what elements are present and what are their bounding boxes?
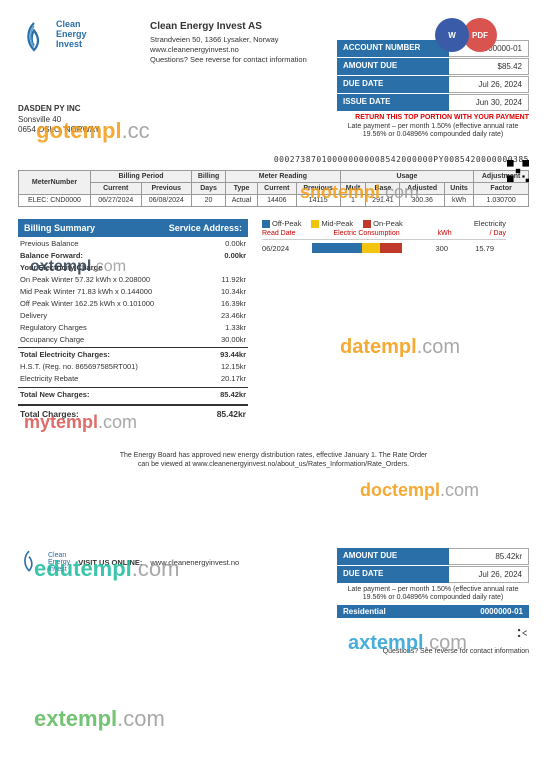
cons-kwh: 300	[408, 244, 448, 253]
logo-text: Clean Energy Invest	[56, 20, 87, 50]
late-text: Late payment – per month 1.50% (effectiv…	[337, 123, 529, 140]
meter-row: ELEC: CND000006/27/202406/08/2024 20Actu…	[19, 195, 529, 207]
bs-line: Previous Balance0.00kr	[18, 237, 248, 249]
bs-service: Service Address:	[169, 223, 242, 233]
mh-bd: Billing	[192, 171, 226, 183]
scissors-icon	[515, 626, 529, 640]
bs-title: Billing Summary	[24, 223, 95, 233]
bs-line: Regulatory Charges1.33kr	[18, 321, 248, 333]
logo-icon	[18, 20, 50, 56]
watermark: doctempl.com	[360, 480, 479, 501]
bar-segment	[362, 243, 380, 253]
cons-date: 06/2024	[262, 244, 306, 253]
logo-block: Clean Energy Invest	[18, 20, 138, 64]
due-date: Jul 26, 2024	[449, 76, 529, 93]
mh-us: Usage	[340, 171, 474, 183]
word-badge: W	[435, 18, 469, 52]
mh-bp: Billing Period	[90, 171, 191, 183]
issue-date-label: ISSUE DATE	[337, 94, 449, 111]
return-text: RETURN THIS TOP PORTION WITH YOUR PAYMEN…	[337, 114, 529, 121]
bs-line: Your Electricity Charge	[18, 261, 248, 273]
bs-line: Off Peak Winter 162.25 kWh x 0.10100016.…	[18, 297, 248, 309]
notice-text: The Energy Board has approved new energy…	[18, 451, 529, 469]
legend-item: Mid-Peak	[311, 219, 353, 228]
issue-date: Jun 30, 2024	[449, 94, 529, 111]
bs-line: Balance Forward:0.00kr	[18, 249, 248, 261]
legend-item: On-Peak	[363, 219, 403, 228]
company-name: Clean Energy Invest AS	[150, 20, 307, 33]
meter-table: MeterNumber Billing Period Billing Meter…	[18, 170, 529, 207]
qr-icon	[507, 160, 529, 182]
bs-line: Occupancy Charge30.00kr	[18, 333, 248, 345]
watermark: extempl.com	[34, 706, 165, 732]
due-date-label: DUE DATE	[337, 76, 449, 93]
bs-line: Mid Peak Winter 71.83 kWh x 0.14400010.3…	[18, 285, 248, 297]
company-website: www.cleanenergyinvest.no	[150, 45, 307, 55]
bar-segment	[380, 243, 402, 253]
legend-item: Off-Peak	[262, 219, 301, 228]
mh-meter: MeterNumber	[19, 171, 91, 195]
cons-day: 15.79	[454, 244, 494, 253]
mh-mr: Meter Reading	[226, 171, 341, 183]
company-address: Strandveien 50, 1366 Lysaker, Norway	[150, 35, 307, 45]
billing-summary: Billing Summary Service Address: Previou…	[18, 219, 248, 421]
footer-logo-icon	[18, 549, 40, 575]
amount-due: $85.42	[449, 58, 529, 75]
consumption-chart: Off-PeakMid-PeakOn-PeakElectricity Read …	[262, 219, 506, 421]
barcode-text: 000273870100000000008542000000PY00854200…	[18, 155, 529, 164]
bs-line: Delivery23.46kr	[18, 309, 248, 321]
amount-due-label: AMOUNT DUE	[337, 58, 449, 75]
company-questions: Questions? See reverse for contact infor…	[150, 55, 307, 65]
bar-segment	[312, 243, 362, 253]
account-box: ACCOUNT NUMBER0000000-01 AMOUNT DUE$85.4…	[337, 40, 529, 140]
acct-number-label: ACCOUNT NUMBER	[337, 40, 449, 57]
company-info: Clean Energy Invest AS Strandveien 50, 1…	[150, 20, 307, 64]
cons-bar	[312, 243, 402, 253]
bs-line: On Peak Winter 57.32 kWh x 0.20800011.92…	[18, 273, 248, 285]
